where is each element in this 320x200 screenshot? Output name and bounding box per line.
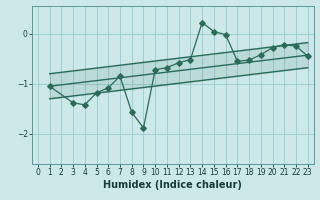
X-axis label: Humidex (Indice chaleur): Humidex (Indice chaleur) [103,180,242,190]
